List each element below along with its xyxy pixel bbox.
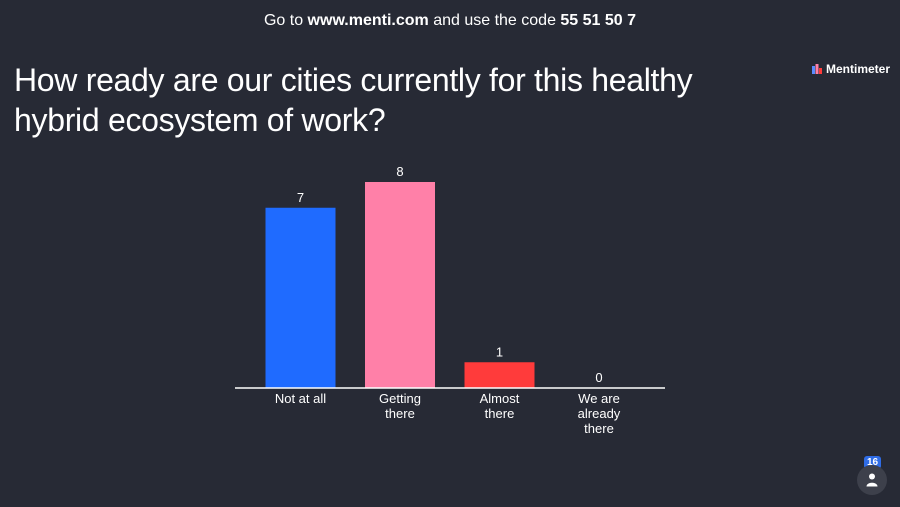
category-label: Not at all bbox=[275, 391, 326, 406]
join-text-mid: and use the code bbox=[428, 12, 561, 29]
participants-button[interactable] bbox=[857, 465, 887, 495]
person-icon bbox=[866, 473, 878, 487]
join-instructions: Go to www.menti.com and use the code 55 … bbox=[0, 12, 900, 30]
bar-value-label: 7 bbox=[297, 190, 304, 205]
bar bbox=[265, 207, 336, 388]
brand-name: Mentimeter bbox=[826, 62, 891, 76]
category-label: Almost there bbox=[480, 391, 520, 421]
bar-value-label: 8 bbox=[396, 164, 403, 179]
join-code: 55 51 50 7 bbox=[560, 12, 637, 29]
bar bbox=[464, 362, 535, 388]
bar-value-label: 0 bbox=[595, 370, 602, 385]
question-title: How ready are our cities currently for t… bbox=[14, 62, 693, 138]
bar bbox=[365, 182, 435, 388]
bar-value-label: 1 bbox=[496, 344, 503, 359]
mentimeter-logo: Mentimeter bbox=[812, 62, 890, 76]
mentimeter-logo-icon bbox=[812, 64, 822, 74]
category-label: Getting there bbox=[379, 391, 421, 421]
join-text-prefix: Go to bbox=[263, 12, 308, 29]
category-label: We are already there bbox=[578, 391, 621, 436]
menti-url[interactable]: www.menti.com bbox=[307, 12, 429, 29]
